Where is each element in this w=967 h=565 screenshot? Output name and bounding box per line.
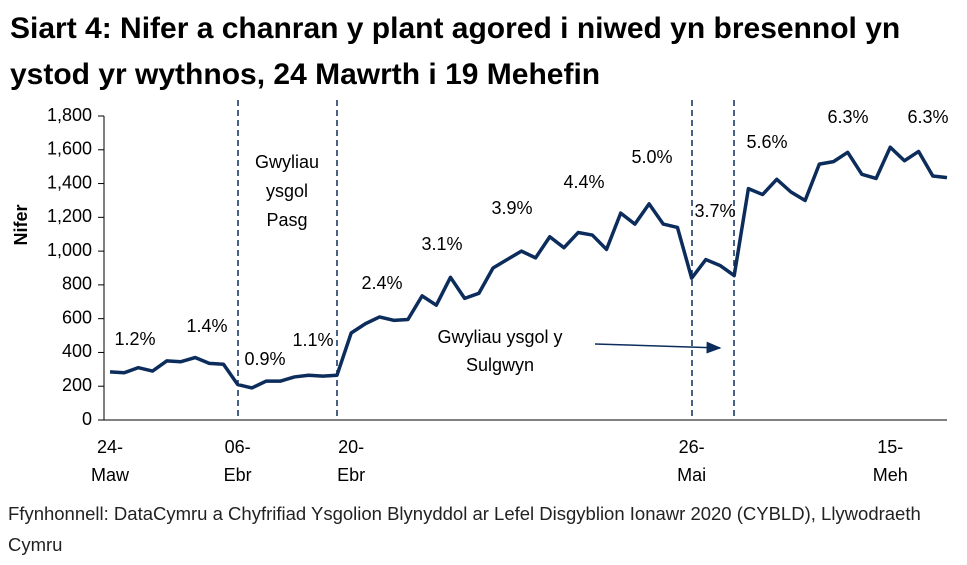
tick-label-line: Ebr	[337, 465, 365, 485]
annotation: 6.3%	[907, 107, 948, 127]
annotation: 3.9%	[491, 198, 532, 218]
annotation: 2.4%	[361, 273, 402, 293]
y-tick-label: 200	[62, 375, 92, 395]
x-tick-label: 24- Maw	[91, 437, 130, 485]
annotation: 1.4%	[186, 316, 227, 336]
annotation: 6.3%	[827, 107, 868, 127]
tick-label-line: Maw	[91, 465, 130, 485]
y-axis-label: Nifer	[11, 204, 31, 245]
x-tick-label: 06- Ebr	[224, 437, 252, 485]
y-tick-label: 800	[62, 274, 92, 294]
annotation: 3.1%	[421, 234, 462, 254]
holiday-label: Gwyliau ysgol y	[437, 327, 562, 347]
y-tick-label: 400	[62, 341, 92, 361]
source: Ffynhonnell: DataCymru a Chyfrifiad Ysgo…	[8, 503, 921, 555]
tick-label-line: Meh	[873, 465, 908, 485]
y-tick-label: 600	[62, 307, 92, 327]
tick-label-line: 20-	[338, 437, 364, 457]
tick-label-line: Mai	[677, 465, 706, 485]
x-tick-label: 26- Mai	[677, 437, 706, 485]
annotation: 5.0%	[631, 147, 672, 167]
annotation: 0.9%	[244, 349, 285, 369]
annotation: 1.2%	[114, 329, 155, 349]
tick-label-line: 06-	[225, 437, 251, 457]
y-tick-label: 1,000	[47, 240, 92, 260]
y-tick-label: 1,600	[47, 139, 92, 159]
y-tick-label: 1,800	[47, 105, 92, 125]
annotation: 3.7%	[694, 201, 735, 221]
x-tick-label: 20- Ebr	[337, 437, 365, 485]
tick-label-line: 24-	[97, 437, 123, 457]
annotation: 5.6%	[746, 132, 787, 152]
y-tick-label: 0	[82, 409, 92, 429]
y-tick-label: 1,200	[47, 206, 92, 226]
annotation: 1.1%	[292, 330, 333, 350]
chart-title: Siart 4: Nifer a chanran y plant agored …	[10, 12, 901, 91]
series-line	[109, 145, 948, 390]
y-tick-label: 1,400	[47, 172, 92, 192]
x-tick-label: 15- Meh	[873, 437, 908, 485]
tick-label-line: Ebr	[224, 465, 252, 485]
chart: Nifer 0 200 400 600 800 1,000 1,200 1,400 1,600 1…	[11, 100, 949, 485]
tick-label-line: 26-	[679, 437, 705, 457]
holiday-label: Sulgwyn	[466, 355, 534, 375]
arrow	[594, 341, 722, 354]
tick-label-line: 15-	[877, 437, 903, 457]
annotation: 4.4%	[563, 172, 604, 192]
holiday-label: Pasg	[266, 210, 307, 230]
holiday-lines	[237, 100, 735, 420]
holiday-label: Gwyliau	[255, 152, 319, 172]
holiday-label: ysgol	[266, 181, 308, 201]
